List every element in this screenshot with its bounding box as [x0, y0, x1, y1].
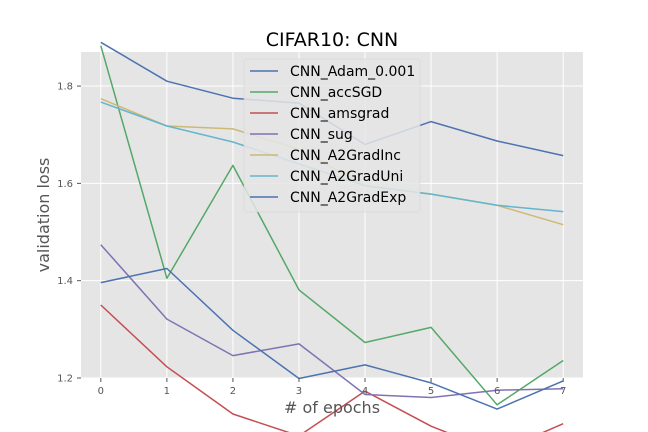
x-axis-label: # of epochs [284, 398, 380, 417]
x-tick-label: 1 [164, 386, 170, 397]
y-axis-label: validation loss [34, 158, 53, 273]
x-tick-label: 3 [296, 386, 302, 397]
x-tick-label: 2 [230, 386, 236, 397]
x-tick-label: 7 [560, 386, 566, 397]
legend-label: CNN_accSGD [290, 85, 382, 101]
series-line-cnn-amsgrad [100, 304, 564, 432]
y-tick-label: 1.6 [57, 179, 73, 190]
legend-label: CNN_A2GradUni [290, 169, 403, 185]
x-tick-label: 6 [494, 386, 500, 397]
y-axis-ticks: 1.2 1.4 1.6 1.8 [57, 82, 81, 385]
y-tick-label: 1.8 [57, 82, 73, 93]
legend-label: CNN_Adam_0.001 [290, 64, 415, 80]
x-axis-ticks: 0 1 2 3 4 5 6 7 [98, 378, 566, 397]
legend: CNN_Adam_0.001 CNN_accSGD CNN_amsgrad CNN_s… [243, 58, 421, 213]
legend-box [243, 58, 421, 213]
x-tick-label: 4 [362, 386, 368, 397]
legend-label: CNN_A2GradExp [290, 190, 406, 206]
chart-title: CIFAR10: CNN [266, 29, 399, 51]
y-tick-label: 1.4 [57, 276, 73, 287]
legend-label: CNN_amsgrad [290, 106, 389, 122]
x-tick-label: 5 [428, 386, 434, 397]
legend-label: CNN_sug [290, 127, 353, 143]
x-tick-label: 0 [98, 386, 104, 397]
series-line-cnn-a2gradexp [100, 267, 564, 410]
y-tick-label: 1.2 [57, 374, 73, 385]
series-line-cnn-sug [100, 244, 564, 399]
legend-label: CNN_A2GradInc [290, 148, 401, 164]
